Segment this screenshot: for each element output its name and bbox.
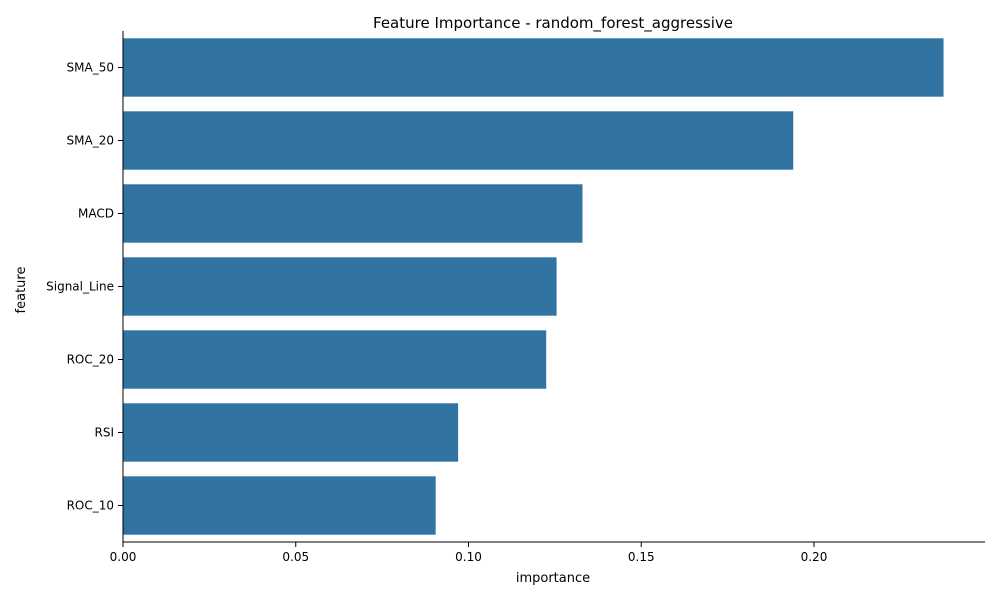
bars-group — [123, 38, 944, 534]
bar-macd — [123, 184, 583, 242]
y-tick-label-signal-line: Signal_Line — [46, 280, 114, 294]
y-tick-label-sma-20: SMA_20 — [67, 134, 114, 148]
x-tick-label: 0.00 — [110, 550, 137, 564]
chart-title: Feature Importance - random_forest_aggre… — [373, 14, 733, 33]
y-tick-label-rsi: RSI — [95, 426, 115, 440]
bar-signal-line — [123, 257, 557, 315]
bar-rsi — [123, 403, 458, 461]
y-tick-label-sma-50: SMA_50 — [67, 61, 114, 75]
bar-roc-20 — [123, 330, 546, 388]
bar-sma-20 — [123, 111, 793, 169]
x-axis-ticks: 0.00 0.05 0.10 0.15 0.20 — [110, 542, 828, 564]
y-axis-ticks: SMA_50 SMA_20 MACD Signal_Line ROC_20 RSI ROC_… — [46, 61, 123, 513]
y-tick-label-macd: MACD — [78, 207, 114, 221]
x-tick-label: 0.20 — [801, 550, 828, 564]
x-tick-label: 0.05 — [282, 550, 309, 564]
y-tick-label-roc-10: ROC_10 — [67, 499, 114, 513]
y-tick-label-roc-20: ROC_20 — [67, 353, 114, 367]
x-axis-label: importance — [516, 571, 590, 586]
y-axis-label: feature — [14, 267, 29, 314]
bar-sma-50 — [123, 38, 944, 96]
bar-roc-10 — [123, 476, 436, 534]
x-tick-label: 0.10 — [455, 550, 482, 564]
x-tick-label: 0.15 — [628, 550, 655, 564]
